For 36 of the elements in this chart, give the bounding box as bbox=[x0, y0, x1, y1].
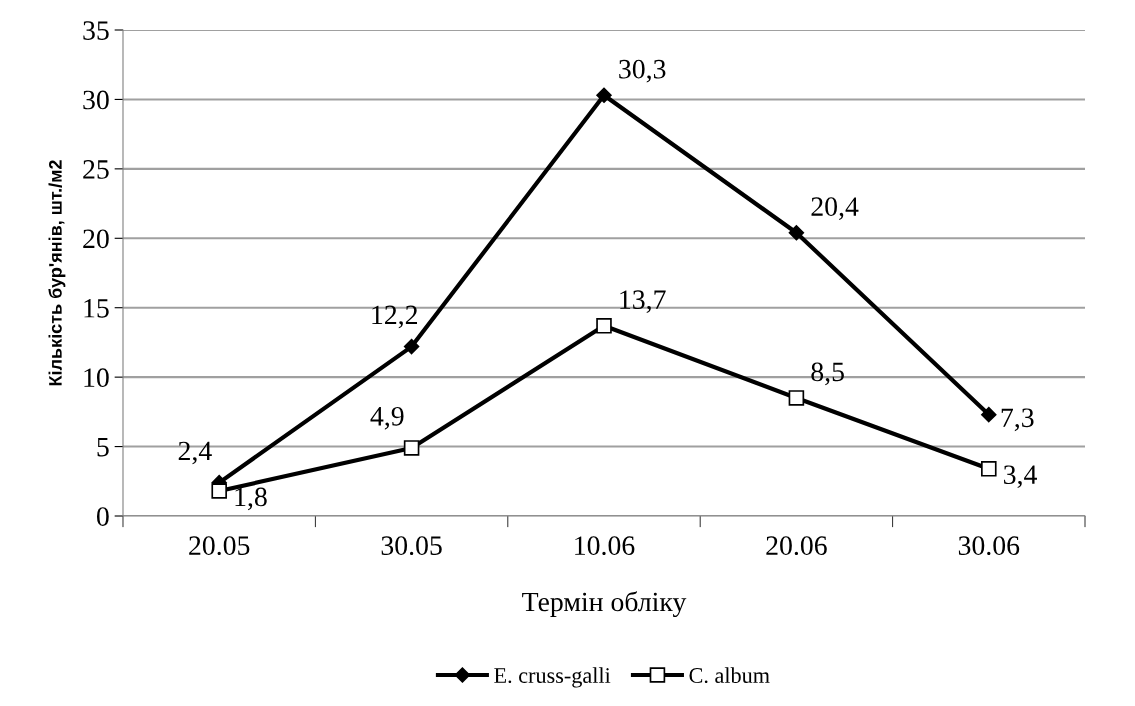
x-tick-label: 10.06 bbox=[575, 536, 635, 556]
point bbox=[211, 483, 227, 499]
data-label: 8,5 bbox=[811, 362, 844, 386]
x-tick-label: 20.06 bbox=[766, 536, 827, 556]
point bbox=[981, 461, 997, 477]
y-tick-label: 5 bbox=[97, 438, 109, 457]
point bbox=[981, 406, 997, 423]
data-label: 2,4 bbox=[178, 441, 212, 465]
y-tick-label: 15 bbox=[84, 299, 109, 318]
point bbox=[788, 225, 805, 241]
data-label: 4,9 bbox=[370, 406, 404, 430]
x-axis-title: Термін обліку bbox=[522, 591, 687, 618]
y-tick-label: 35 bbox=[83, 21, 109, 40]
y-tick-label: 25 bbox=[83, 160, 109, 179]
x-tick-label: 30.05 bbox=[381, 536, 442, 556]
data-label: 30,3 bbox=[619, 59, 666, 83]
point bbox=[788, 390, 805, 406]
data-label: 12,2 bbox=[372, 305, 418, 329]
legend-label: C. album bbox=[689, 667, 770, 684]
data-label: 3,4 bbox=[1004, 465, 1037, 489]
y-tick-label: 0 bbox=[96, 507, 109, 526]
data-label: 13,7 bbox=[620, 290, 666, 314]
y-tick-label: 10 bbox=[84, 368, 109, 388]
x-tick-label: 20.05 bbox=[189, 536, 250, 556]
y-axis-title: Кількість бур'янів, шт./м2 bbox=[48, 160, 66, 386]
x-tick-label: 30.06 bbox=[958, 536, 1020, 556]
point bbox=[403, 338, 420, 355]
point bbox=[596, 87, 612, 103]
y-tick-label: 20 bbox=[83, 229, 109, 249]
data-label: 7,3 bbox=[1001, 408, 1034, 432]
data-label: 20,4 bbox=[811, 197, 859, 220]
data-label: 1,8 bbox=[235, 487, 267, 511]
legend-label: E. cruss-galli bbox=[494, 667, 611, 688]
y-tick-label: 30 bbox=[83, 90, 109, 110]
point bbox=[596, 317, 612, 334]
point bbox=[403, 440, 420, 456]
